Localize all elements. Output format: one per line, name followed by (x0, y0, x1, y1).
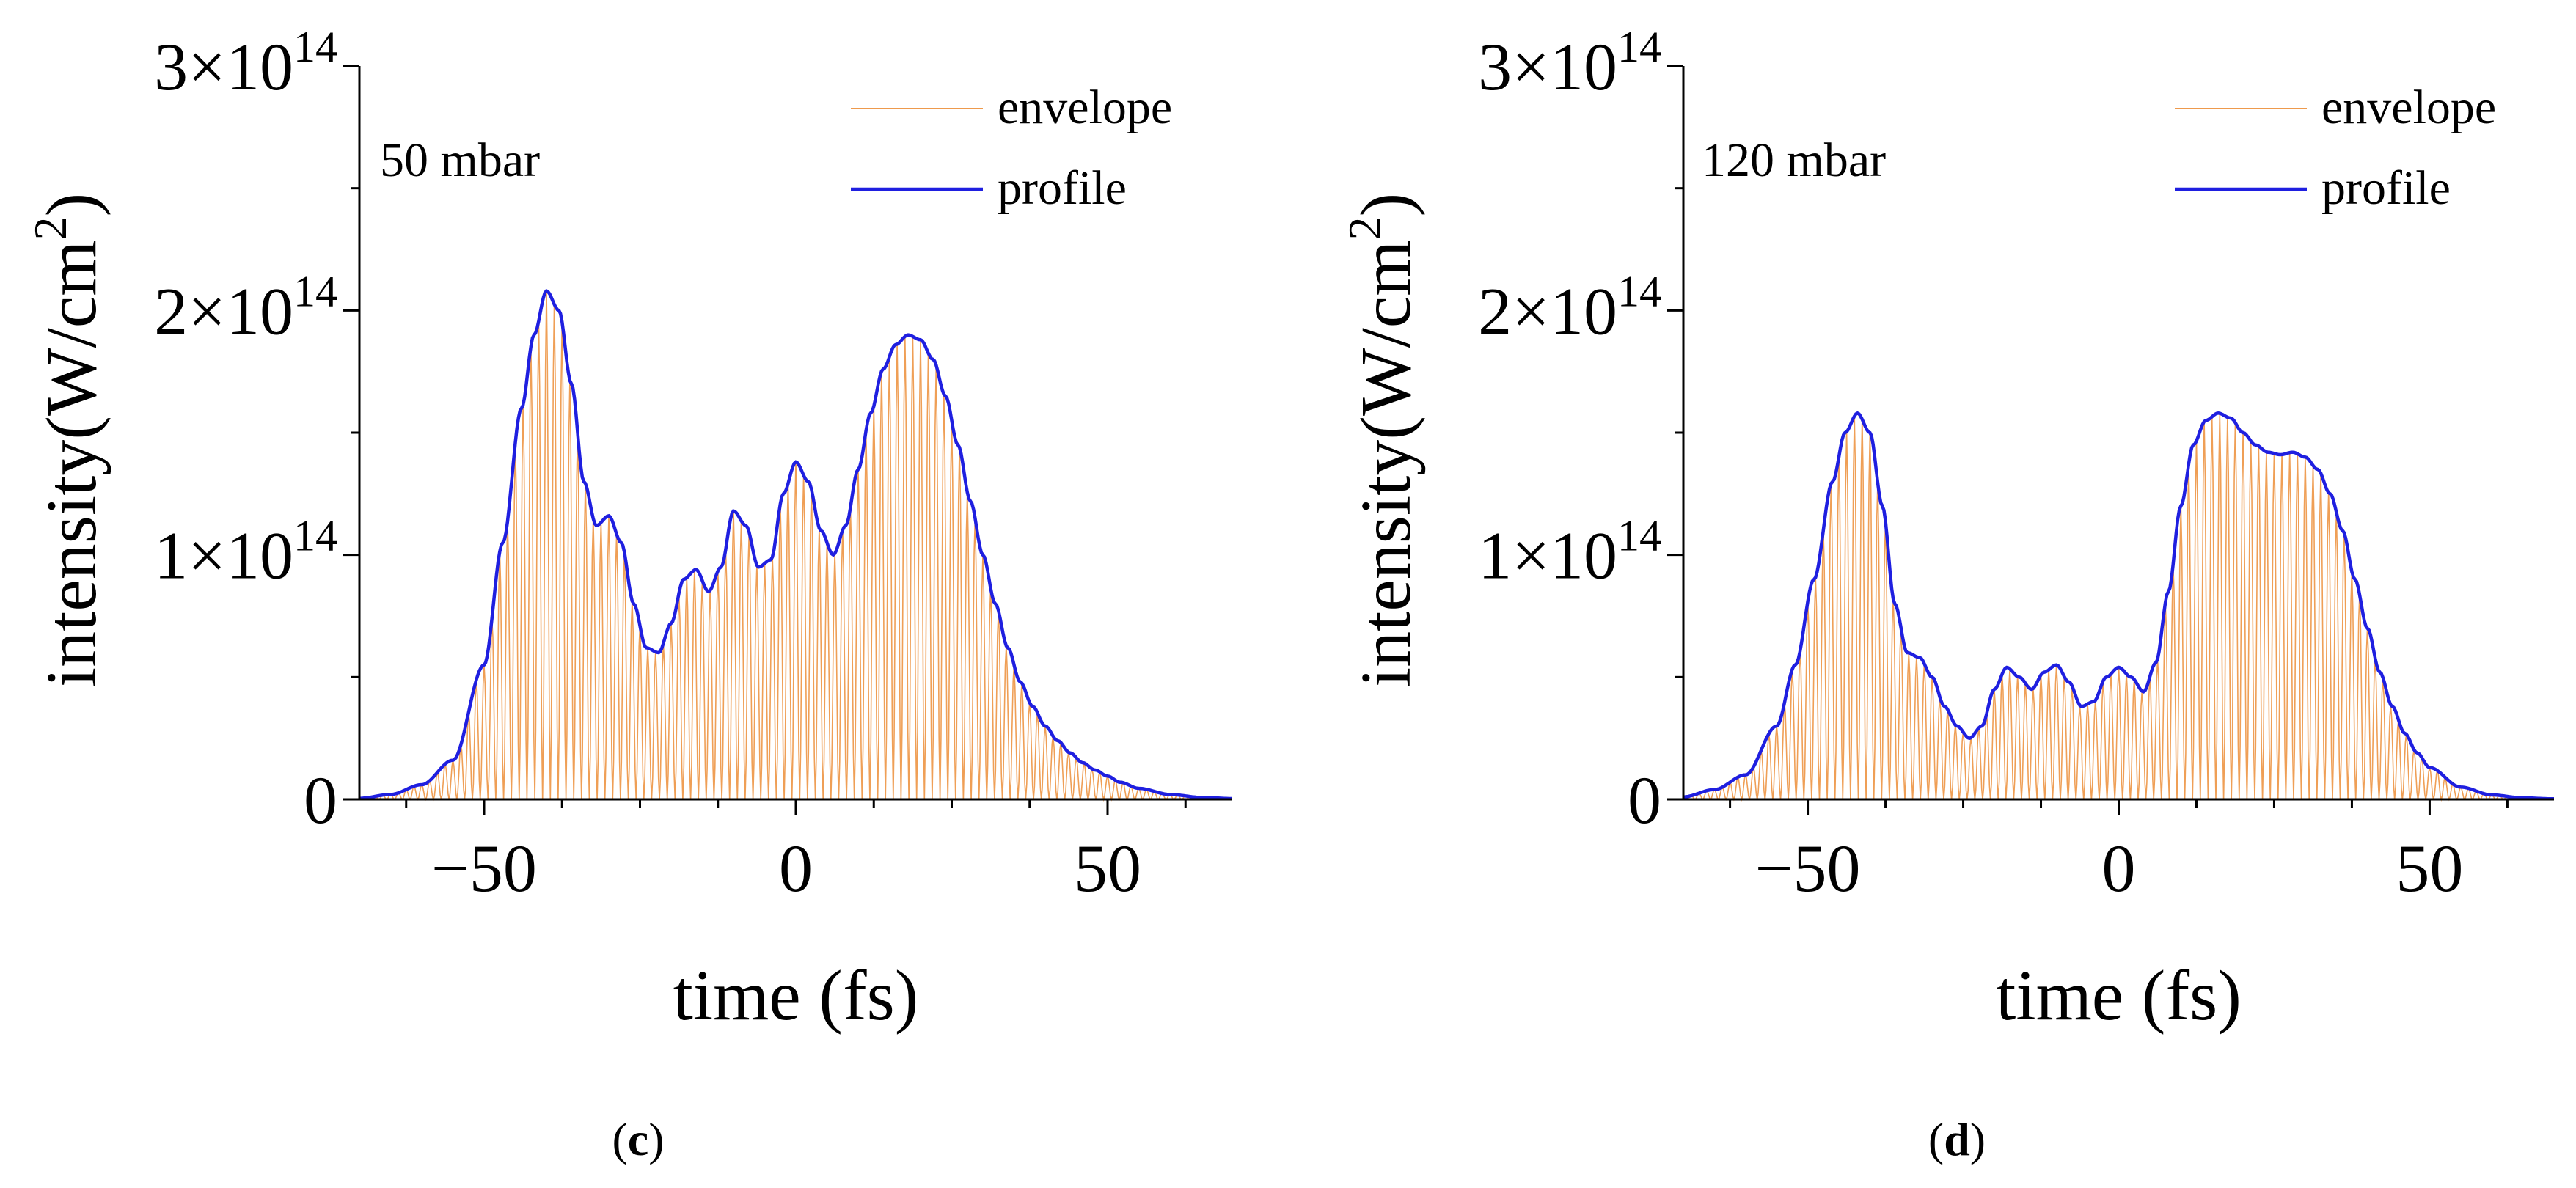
x-tick-label: 50 (1074, 831, 1141, 906)
panel-label: (c) (612, 1113, 664, 1165)
y-tick-exponent: 14 (293, 512, 337, 560)
panel-label-close: ) (648, 1113, 664, 1165)
x-tick-label: 0 (2102, 831, 2136, 906)
y-tick-exponent: 14 (293, 267, 337, 315)
panel-label-letter: c (628, 1113, 648, 1165)
legend-label-envelope: envelope (998, 81, 1172, 134)
y-tick-label: 3×1014 (154, 23, 337, 104)
y-tick-exponent: 14 (1617, 267, 1661, 315)
panel-label-open: ( (1928, 1113, 1944, 1165)
y-tick-label: 1×1014 (154, 512, 337, 593)
y-axis-label-close: ) (1347, 193, 1426, 217)
y-tick-label: 2×1014 (154, 267, 337, 348)
y-tick-base: 3×10 (154, 29, 293, 104)
legend-label-profile: profile (2321, 161, 2451, 215)
y-tick-base: 0 (304, 763, 337, 837)
y-tick-label: 3×1014 (1478, 23, 1661, 104)
y-axis-label: intensity(W/cm2) (24, 193, 111, 687)
y-tick-base: 2×10 (154, 274, 293, 348)
y-tick-label: 0 (304, 763, 337, 837)
series-profile (359, 288, 1232, 801)
y-tick-label: 1×1014 (1478, 512, 1661, 593)
panel-label-close: ) (1970, 1113, 1986, 1165)
legend-label-profile: profile (998, 161, 1127, 215)
x-tick-label: −50 (431, 831, 537, 906)
series-envelope (359, 290, 1233, 802)
x-axis-label: time (fs) (673, 956, 919, 1035)
y-tick-label: 2×1014 (1478, 267, 1661, 348)
y-axis-label-text: intensity(W/cm (32, 241, 111, 688)
y-tick-base: 1×10 (154, 518, 293, 593)
y-tick-exponent: 14 (1617, 23, 1661, 71)
series-envelope (1683, 413, 2555, 802)
series-profile (1683, 411, 2554, 801)
x-tick-label: 50 (2396, 831, 2463, 906)
chart-panel-d: −50 0 5001×10142×10143×1014intensity(W/cm2… (1339, 23, 2555, 1165)
pressure-annotation: 120 mbar (1702, 133, 1886, 187)
x-axis-label: time (fs) (1996, 956, 2242, 1035)
y-axis-label-sup: 2 (24, 217, 76, 241)
y-tick-exponent: 14 (1617, 512, 1661, 560)
panel-label-letter: d (1944, 1113, 1970, 1165)
y-tick-exponent: 14 (293, 23, 337, 71)
y-tick-base: 3×10 (1478, 29, 1617, 104)
x-tick-label: −50 (1755, 831, 1861, 906)
x-tick-label: 0 (779, 831, 813, 906)
y-tick-base: 0 (1628, 763, 1661, 837)
panel-label: (d) (1928, 1113, 1986, 1165)
legend-label-envelope: envelope (2321, 81, 2496, 134)
y-tick-base: 1×10 (1478, 518, 1617, 593)
y-tick-label: 0 (1628, 763, 1661, 837)
y-axis-label-sup: 2 (1339, 217, 1391, 241)
y-axis-label: intensity(W/cm2) (1339, 193, 1426, 687)
chart-panel-c: −50 0 5001×10142×10143×1014intensity(W/cm2… (24, 23, 1233, 1165)
panel-label-open: ( (612, 1113, 627, 1165)
y-axis-label-text: intensity(W/cm (1347, 241, 1426, 688)
pressure-annotation: 50 mbar (380, 133, 540, 187)
y-tick-base: 2×10 (1478, 274, 1617, 348)
y-axis-label-close: ) (32, 193, 111, 217)
